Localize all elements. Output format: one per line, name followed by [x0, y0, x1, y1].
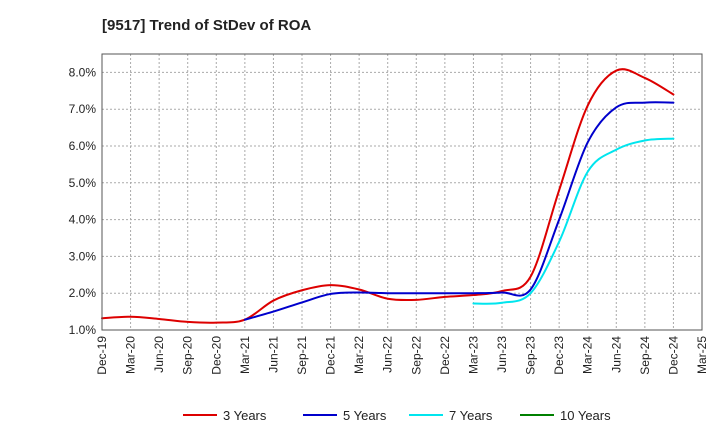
y-tick-label: 3.0%: [69, 249, 97, 263]
series-lines: [101, 68, 675, 324]
grid: [101, 54, 703, 331]
legend-label-7-years: 7 Years: [449, 408, 493, 423]
legend: 3 Years 5 Years 7 Years 10 Years: [183, 408, 611, 423]
y-tick-label: 1.0%: [69, 323, 97, 337]
x-tick-label: Jun-24: [609, 336, 623, 373]
y-tick-label: 7.0%: [69, 102, 97, 116]
x-axis-ticks: Dec-19 Mar-20 Jun-20 Sep-20 Dec-20 Mar-21 Jun-…: [95, 336, 709, 375]
x-tick-label: Dec-23: [552, 336, 566, 375]
x-tick-label: Sep-24: [638, 336, 652, 375]
x-tick-label: Dec-21: [324, 336, 338, 375]
x-tick-label: Sep-22: [409, 336, 423, 375]
y-tick-label: 6.0%: [69, 139, 97, 153]
plot-frame: [101, 53, 703, 331]
x-tick-label: Sep-21: [295, 336, 309, 375]
x-tick-label: Dec-19: [95, 336, 109, 375]
x-tick-label: Dec-20: [209, 336, 223, 375]
x-tick-label: Mar-21: [238, 336, 252, 374]
x-tick-label: Jun-23: [495, 336, 509, 373]
y-tick-label: 2.0%: [69, 286, 97, 300]
x-tick-label: Mar-25: [695, 336, 709, 374]
x-tick-label: Mar-24: [581, 336, 595, 374]
y-tick-label: 4.0%: [69, 213, 97, 227]
series-line-7-years: [472, 137, 675, 305]
y-axis-ticks: 1.0% 2.0% 3.0% 4.0% 5.0% 6.0% 7.0% 8.0%: [69, 65, 97, 337]
legend-label-3-years: 3 Years: [223, 408, 267, 423]
chart-title: [9517] Trend of StDev of ROA: [102, 17, 311, 34]
legend-label-10-years: 10 Years: [560, 408, 611, 423]
x-tick-label: Jun-22: [381, 336, 395, 373]
x-tick-label: Mar-22: [352, 336, 366, 374]
x-tick-label: Mar-23: [466, 336, 480, 374]
x-tick-label: Sep-20: [181, 336, 195, 375]
x-tick-label: Dec-22: [438, 336, 452, 375]
x-tick-label: Sep-23: [524, 336, 538, 375]
x-tick-label: Jun-21: [266, 336, 280, 373]
series-line-5-years: [243, 101, 675, 321]
series-line-3-years: [101, 68, 675, 324]
legend-label-5-years: 5 Years: [343, 408, 387, 423]
x-tick-label: Dec-24: [666, 336, 680, 375]
y-tick-label: 5.0%: [69, 176, 97, 190]
y-tick-label: 8.0%: [69, 65, 97, 79]
x-tick-label: Mar-20: [124, 336, 138, 374]
x-tick-label: Jun-20: [152, 336, 166, 373]
